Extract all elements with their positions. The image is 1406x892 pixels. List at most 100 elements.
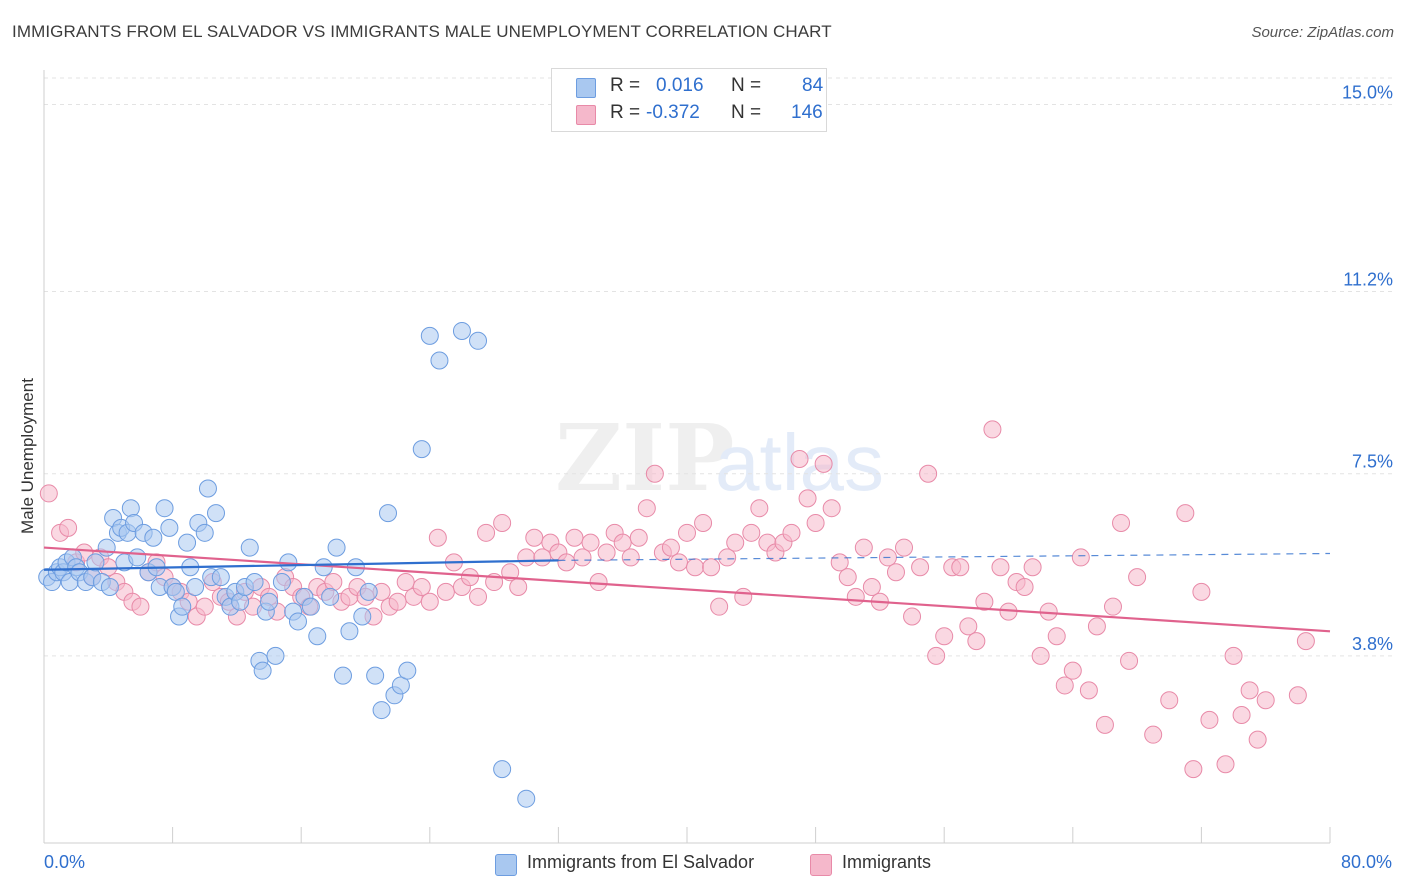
y-tick-labels: 3.8% 7.5% 11.2% 15.0% <box>1342 82 1393 653</box>
scatter-point <box>710 597 729 616</box>
scatter-point <box>1144 725 1163 744</box>
scatter-point <box>1288 686 1307 705</box>
scatter-point <box>1063 661 1082 680</box>
scatter-point <box>324 573 343 592</box>
scatter-point <box>645 464 664 483</box>
scatter-point <box>321 587 340 606</box>
scatter-point <box>39 484 58 503</box>
scatter-point <box>806 513 825 532</box>
chart-title: IMMIGRANTS FROM EL SALVADOR VS IMMIGRANT… <box>12 22 832 41</box>
scatter-point <box>935 627 954 646</box>
scatter-point <box>412 440 431 459</box>
scatter-point <box>245 573 264 592</box>
scatter-point <box>533 548 552 567</box>
scatter-point <box>517 789 536 808</box>
scatter-point <box>589 573 608 592</box>
scatter-point <box>702 558 721 577</box>
scatter-point <box>160 518 179 537</box>
scatter-point <box>366 666 385 685</box>
scatter-point <box>581 533 600 552</box>
scatter-point <box>903 607 922 626</box>
scatter-point <box>661 538 680 557</box>
scatter-point <box>100 577 119 596</box>
scatter-point <box>1296 632 1315 651</box>
scatter-point <box>1079 681 1098 700</box>
x-tick-min: 0.0% <box>44 852 86 872</box>
x-tick-max: 80.0% <box>1340 852 1392 872</box>
scatter-point <box>1095 715 1114 734</box>
scatter-point <box>1128 568 1147 587</box>
scatter-point <box>460 568 479 587</box>
scatter-point <box>597 543 616 562</box>
scatter-point <box>1160 691 1179 710</box>
scatter-point <box>144 528 163 547</box>
scatter-point <box>983 420 1002 439</box>
scatter-point <box>340 622 359 641</box>
scatter-point <box>975 592 994 611</box>
legend-swatch-blue <box>576 78 596 98</box>
scatter-point <box>734 587 753 606</box>
legend-label: Immigrants <box>842 852 932 872</box>
scatter-point <box>379 504 398 523</box>
scatter-point <box>493 513 512 532</box>
scatter-point <box>412 577 431 596</box>
scatter-point <box>1071 548 1090 567</box>
n-label: N = <box>731 75 762 96</box>
trend-lines <box>43 546 1331 633</box>
scatter-point <box>372 701 391 720</box>
scatter-point <box>718 548 737 567</box>
scatter-point <box>565 528 584 547</box>
scatter-point <box>428 528 447 547</box>
scatter-point <box>469 587 488 606</box>
scatter-point <box>195 523 214 542</box>
scatter-point <box>1031 646 1050 665</box>
el-salvador-trend-extension <box>558 552 1331 561</box>
scatter-point <box>1103 597 1122 616</box>
scatter-point <box>301 597 320 616</box>
scatter-point <box>396 573 415 592</box>
scatter-point <box>173 597 192 616</box>
scatter-point <box>353 607 372 626</box>
scatter-point <box>388 592 407 611</box>
scatter-point <box>1112 513 1131 532</box>
scatter-point <box>1248 730 1267 749</box>
scatter-point <box>59 518 78 537</box>
scatter-point <box>830 553 849 572</box>
scatter-point <box>398 661 417 680</box>
n-value: 146 <box>791 102 823 123</box>
scatter-point <box>253 661 272 680</box>
scatter-point <box>327 538 346 557</box>
watermark-zip: ZIP <box>555 404 734 512</box>
scatter-point <box>469 331 488 350</box>
scatter-point <box>211 568 230 587</box>
r-value: 0.016 <box>656 75 704 96</box>
scatter-point <box>452 321 471 340</box>
scatter-point <box>121 499 140 518</box>
scatter-point <box>557 553 576 572</box>
scatter-point <box>272 573 291 592</box>
el-salvador-points <box>38 321 536 808</box>
scatter-point <box>838 568 857 587</box>
scatter-point <box>694 513 713 532</box>
scatter-point <box>420 326 439 345</box>
scatter-point <box>854 538 873 557</box>
scatter-point <box>621 548 640 567</box>
scatter-point <box>501 563 520 582</box>
scatter-point <box>1120 651 1139 670</box>
r-label: R = <box>610 75 641 96</box>
scatter-point <box>1047 627 1066 646</box>
scatter-point <box>798 489 817 508</box>
scatter-point <box>1240 681 1259 700</box>
scatter-point <box>436 582 455 601</box>
scatter-point <box>895 538 914 557</box>
scatter-point <box>991 558 1010 577</box>
scatter-point <box>919 464 938 483</box>
scatter-point <box>959 617 978 636</box>
scatter-point <box>814 454 833 473</box>
scatter-point <box>886 563 905 582</box>
scatter-point <box>750 499 769 518</box>
scatter-point <box>198 479 217 498</box>
immigrants-points <box>39 420 1315 779</box>
scatter-point <box>669 553 688 572</box>
